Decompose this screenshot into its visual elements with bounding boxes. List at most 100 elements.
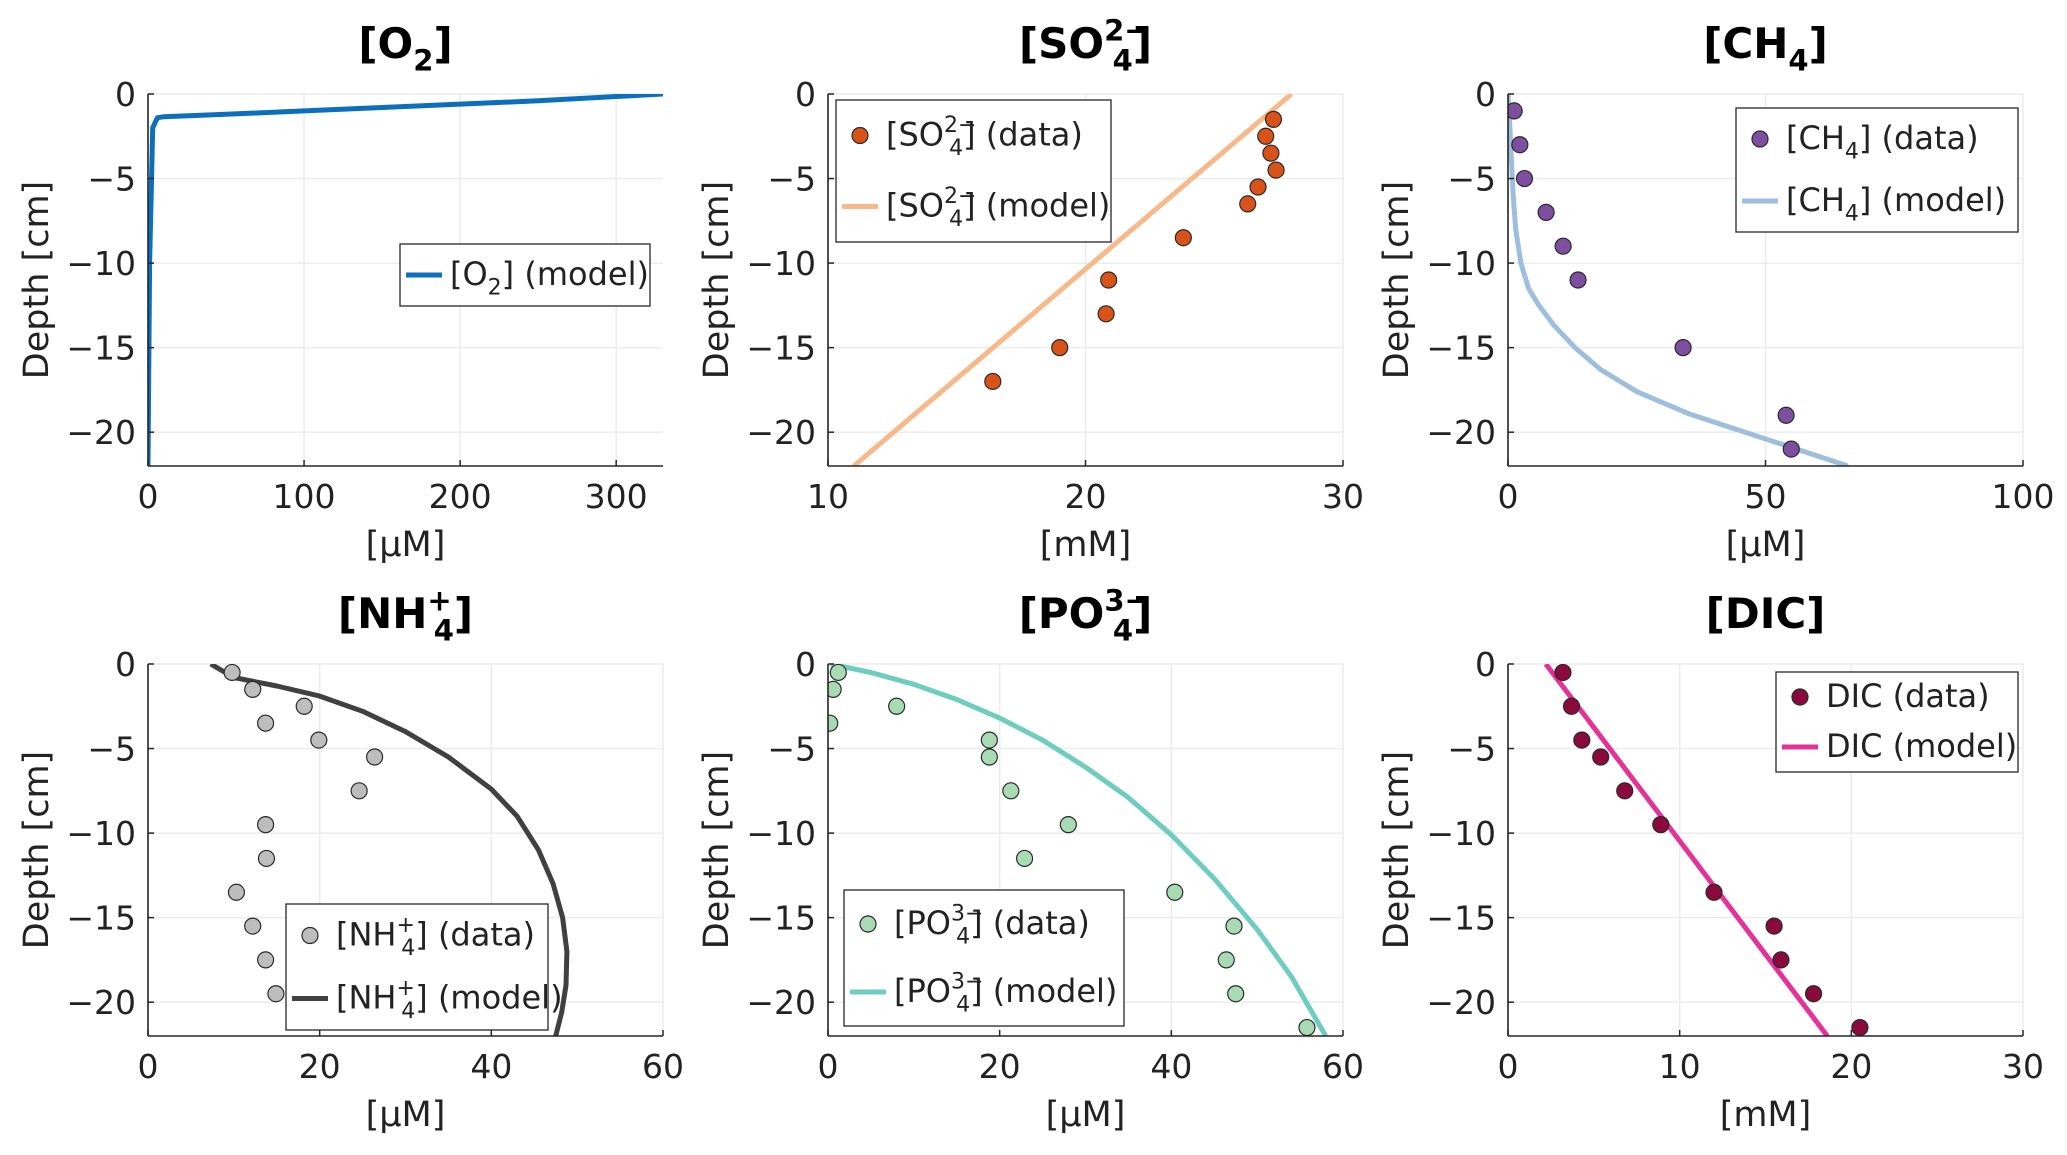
- x-tick-label: 0: [1498, 477, 1519, 516]
- x-axis-label: [μM]: [366, 1095, 446, 1135]
- legend-label: [NH+ 4] (model): [336, 976, 563, 1024]
- x-axis-label: [mM]: [1040, 525, 1132, 565]
- legend: DIC (data) DIC (model): [1775, 671, 2019, 773]
- y-tick-label: −15: [1426, 899, 1496, 938]
- chart-title: [NH+ 4]: [338, 583, 473, 647]
- y-tick-label: 0: [795, 645, 816, 684]
- legend-label: [PO3− 4] (data): [894, 902, 1090, 950]
- x-tick-label: 0: [138, 477, 159, 516]
- series-line: [830, 664, 1328, 1036]
- legend-marker: [1751, 130, 1769, 148]
- legend-box: [285, 903, 549, 1031]
- x-axis-label: [μM]: [366, 525, 446, 565]
- data-point: [1705, 883, 1723, 901]
- data-point: [1267, 161, 1285, 179]
- x-tick-label: 40: [470, 1047, 512, 1086]
- data-point: [1262, 144, 1280, 162]
- data-point: [1777, 406, 1795, 424]
- data-point: [257, 849, 276, 868]
- plot-data: [1508, 94, 1849, 466]
- y-axis-label: Depth [cm]: [1377, 751, 1417, 949]
- data-point: [1166, 883, 1184, 901]
- legend-marker: [859, 915, 877, 933]
- y-tick-label: −10: [66, 244, 136, 283]
- x-tick-label: 20: [1830, 1047, 1872, 1086]
- legend-box: [843, 889, 1125, 1027]
- legend-label: DIC (model): [1826, 727, 2017, 765]
- x-axis-label: [μM]: [1726, 525, 1806, 565]
- chart-po4: 0 20 40 60 0 −5 −10 −15 −20 [μM] Depth [cm] [PO3− 4]…: [697, 583, 1364, 1135]
- y-tick-label: −20: [746, 413, 816, 452]
- svg-text:[PO3−4]: [PO3− 4]: [1019, 583, 1153, 647]
- data-point: [980, 731, 998, 749]
- data-point: [244, 917, 262, 935]
- y-tick-label: −15: [746, 899, 816, 938]
- data-point: [1554, 237, 1572, 255]
- data-point: [980, 748, 998, 766]
- data-point: [244, 680, 262, 698]
- data-point: [984, 372, 1002, 391]
- legend-label: [SO2− 4] (model): [886, 184, 1110, 232]
- legend-marker: [851, 126, 869, 145]
- y-tick-label: −10: [1426, 814, 1496, 853]
- x-tick-label: 0: [818, 1047, 839, 1086]
- svg-text:[NH+4]: [NH+ 4]: [338, 583, 473, 647]
- series-line: [852, 94, 1294, 466]
- x-tick-label: 30: [2002, 1047, 2044, 1086]
- data-point: [295, 697, 313, 715]
- data-point: [1592, 748, 1610, 766]
- svg-text:[SO2−4]: [SO2− 4]: [1019, 13, 1152, 77]
- y-tick-label: −5: [1447, 730, 1496, 769]
- data-point: [1652, 816, 1670, 834]
- x-tick-label: 20: [1065, 477, 1107, 516]
- data-point: [1508, 102, 1523, 120]
- data-point: [1174, 229, 1192, 247]
- x-tick-label: 10: [807, 477, 849, 516]
- data-point: [829, 664, 847, 682]
- data-point: [1772, 951, 1790, 969]
- svg-text:[DIC]: [DIC]: [1706, 589, 1826, 638]
- y-axis-label: Depth [cm]: [17, 181, 57, 379]
- plot-data: [209, 664, 570, 1036]
- y-tick-label: −15: [746, 329, 816, 368]
- data-point: [1298, 1018, 1316, 1036]
- x-tick-label: 60: [1322, 1047, 1364, 1086]
- y-tick-label: −15: [66, 899, 136, 938]
- data-point: [1782, 440, 1800, 458]
- data-point: [1851, 1018, 1869, 1036]
- x-tick-label: 0: [138, 1047, 159, 1086]
- series-line: [148, 94, 663, 466]
- y-tick-label: 0: [115, 645, 136, 684]
- legend-label: [PO3− 4] (model): [894, 970, 1117, 1018]
- y-axis-label: Depth [cm]: [697, 751, 737, 949]
- plot-data: [852, 94, 1294, 466]
- x-tick-label: 60: [642, 1047, 684, 1086]
- y-tick-label: −10: [746, 244, 816, 283]
- data-point: [1562, 697, 1581, 715]
- x-axis-label: [mM]: [1720, 1095, 1812, 1135]
- y-tick-label: 0: [115, 75, 136, 114]
- y-tick-label: 0: [795, 75, 816, 114]
- data-point: [350, 782, 368, 800]
- y-tick-label: −10: [1426, 244, 1496, 283]
- chart-so4: 10 20 30 0 −5 −10 −15 −20 [mM] Depth [cm] [SO2− 4] […: [697, 13, 1364, 565]
- legend: [SO2− 4] (data) [SO2− 4] (model): [835, 99, 1112, 243]
- svg-text:[CH4]: [CH4]: [1703, 19, 1828, 78]
- x-tick-label: 40: [1150, 1047, 1192, 1086]
- legend: [CH4] (data) [CH4] (model): [1735, 107, 2019, 233]
- y-tick-label: −5: [1447, 160, 1496, 199]
- y-tick-label: −20: [1426, 413, 1496, 452]
- data-point: [1569, 271, 1587, 289]
- x-tick-label: 200: [429, 477, 492, 516]
- chart-title: [SO2− 4]: [1019, 13, 1152, 77]
- legend: [PO3− 4] (data) [PO3− 4] (model): [843, 889, 1125, 1027]
- data-point: [366, 748, 384, 766]
- chart-title: [DIC]: [1706, 589, 1826, 638]
- data-point: [267, 985, 285, 1003]
- data-point: [1804, 985, 1823, 1003]
- y-tick-label: −20: [66, 983, 136, 1022]
- plot-data: [148, 94, 663, 466]
- data-point: [256, 816, 275, 834]
- x-tick-label: 30: [1322, 477, 1364, 516]
